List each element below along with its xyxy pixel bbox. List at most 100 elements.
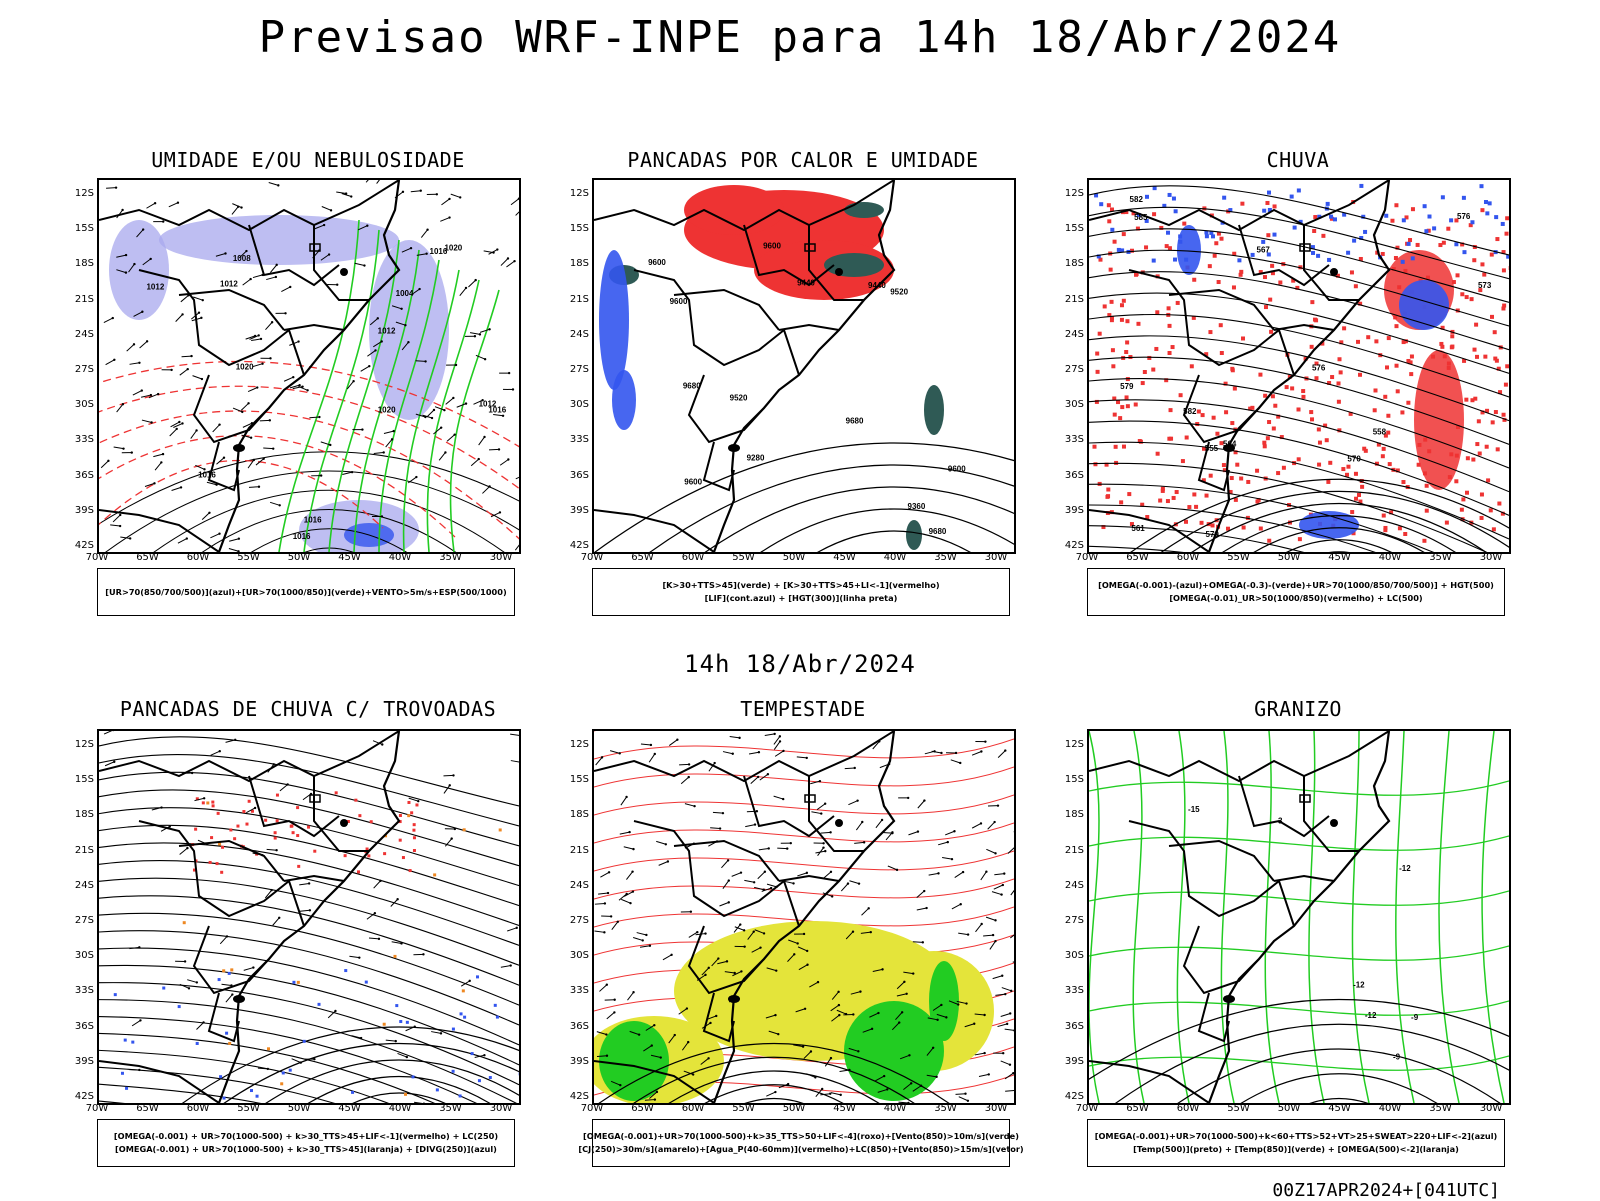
longitude-tick-label: 60W [673,1103,713,1114]
contour-label: 9600 [684,478,702,487]
latitude-tick-label: 39S [1054,1056,1084,1067]
legend-line: [CJ(250)>30m/s](amarelo)+[Agua_P(40-60mm… [578,1143,1023,1156]
longitude-tick-label: 55W [724,552,764,563]
longitude-tick-label: 40W [875,1103,915,1114]
latitude-tick-label: 15S [559,774,589,785]
latitude-tick-label: 27S [559,915,589,926]
latitude-tick-label: 12S [1054,188,1084,199]
legend-line: [OMEGA(-0.01)_UR>50(1000/850)(vermelho) … [1169,592,1422,605]
contour-label: -9 [1393,1052,1401,1061]
latitude-tick-label: 18S [559,809,589,820]
panel-legend: [OMEGA(-0.001)-(azul)+OMEGA(-0.3)-(verde… [1087,568,1505,616]
longitude-tick-label: 55W [724,1103,764,1114]
longitude-tick-label: 50W [1269,1103,1309,1114]
latitude-tick-label: 33S [559,985,589,996]
panel-legend: [K>30+TTS>45](verde) + [K>30+TTS>45+LI<-… [592,568,1010,616]
panel-title: GRANIZO [1078,697,1518,721]
latitude-tick-label: 18S [64,809,94,820]
map-canvas [594,731,1014,1103]
latitude-tick-label: 33S [64,985,94,996]
latitude-tick-label: 27S [64,364,94,375]
contour-label: 9600 [648,258,666,267]
contour-label: 9600 [670,297,688,306]
latitude-tick-label: 12S [559,188,589,199]
legend-line: [OMEGA(-0.001) + UR>70(1000-500) + k>30_… [115,1143,497,1156]
latitude-tick-label: 42S [64,1091,94,1102]
legend-line: [OMEGA(-0.001) + UR>70(1000-500) + k>30_… [114,1130,498,1143]
page-title: Previsao WRF-INPE para 14h 18/Abr/2024 [0,12,1600,63]
longitude-tick-label: 30W [1471,1103,1511,1114]
longitude-tick-label: 35W [1421,552,1461,563]
latitude-tick-label: 12S [559,739,589,750]
latitude-tick-label: 15S [559,223,589,234]
longitude-tick-label: 35W [431,1103,471,1114]
longitude-tick-label: 70W [572,552,612,563]
forecast-map [97,729,521,1105]
contour-label: 576 [1457,212,1471,221]
longitude-tick-label: 60W [1168,1103,1208,1114]
latitude-tick-label: 21S [559,294,589,305]
latitude-tick-label: 27S [1054,364,1084,375]
longitude-tick-label: 30W [1471,552,1511,563]
panel-legend: [OMEGA(-0.001) + UR>70(1000-500) + k>30_… [97,1119,515,1167]
longitude-tick-label: 70W [572,1103,612,1114]
contour-label: 558 [1373,427,1387,436]
panel-legend: [UR>70(850/700/500)](azul)+[UR>70(1000/8… [97,568,515,616]
latitude-tick-label: 12S [1054,739,1084,750]
longitude-tick-label: 45W [825,552,865,563]
legend-line: [LIF](cont.azul) + [HGT(300)](linha pret… [705,592,898,605]
legend-line: [UR>70(850/700/500)](azul)+[UR>70(1000/8… [105,586,506,599]
longitude-tick-label: 70W [1067,552,1107,563]
panel-legend: [OMEGA(-0.001)+UR>70(1000-500)+k>35_TTS>… [592,1119,1010,1167]
latitude-tick-label: 36S [64,1021,94,1032]
latitude-tick-label: 21S [64,294,94,305]
contour-label: 1016 [198,471,216,480]
longitude-tick-label: 40W [1370,552,1410,563]
latitude-tick-label: 27S [559,364,589,375]
contour-label: 9600 [763,241,781,250]
contour-label: -12 [1399,864,1411,873]
longitude-tick-label: 55W [1219,1103,1259,1114]
longitude-tick-label: 30W [976,552,1016,563]
longitude-tick-label: 35W [926,552,966,563]
longitude-tick-label: 65W [623,552,663,563]
map-canvas: -3-9-12-12-15-12-9 [1089,731,1509,1103]
legend-line: [OMEGA(-0.001)+UR>70(1000-500)+k<60+TTS>… [1095,1130,1498,1143]
longitude-tick-label: 65W [128,552,168,563]
longitude-tick-label: 65W [1118,552,1158,563]
latitude-tick-label: 36S [559,1021,589,1032]
latitude-tick-label: 42S [1054,540,1084,551]
longitude-tick-label: 35W [926,1103,966,1114]
contour-label: 1012 [378,326,396,335]
contour-label: 9600 [948,465,966,474]
panel-legend: [OMEGA(-0.001)+UR>70(1000-500)+k<60+TTS>… [1087,1119,1505,1167]
contour-label: 1012 [479,399,497,408]
latitude-tick-label: 21S [1054,845,1084,856]
longitude-tick-label: 30W [481,552,521,563]
map-canvas: 5855825795765735705675645615585555765795… [1089,180,1509,552]
contour-label: -9 [1411,1013,1419,1022]
latitude-tick-label: 12S [64,739,94,750]
latitude-tick-label: 18S [559,258,589,269]
longitude-tick-label: 55W [229,1103,269,1114]
panel-title: UMIDADE E/OU NEBULOSIDADE [88,148,528,172]
contour-label: 9520 [730,393,748,402]
contour-label: 1016 [304,516,322,525]
latitude-tick-label: 36S [64,470,94,481]
longitude-tick-label: 35W [431,552,471,563]
longitude-tick-label: 65W [1118,1103,1158,1114]
longitude-tick-label: 30W [976,1103,1016,1114]
contour-label: 579 [1120,382,1134,391]
map-canvas: 9680968096809600960096009600952095209440… [594,180,1014,552]
latitude-tick-label: 30S [559,950,589,961]
latitude-tick-label: 30S [1054,950,1084,961]
latitude-tick-label: 30S [64,950,94,961]
latitude-tick-label: 39S [559,1056,589,1067]
latitude-tick-label: 33S [559,434,589,445]
panel-title: CHUVA [1078,148,1518,172]
contour-label: 9360 [908,502,926,511]
